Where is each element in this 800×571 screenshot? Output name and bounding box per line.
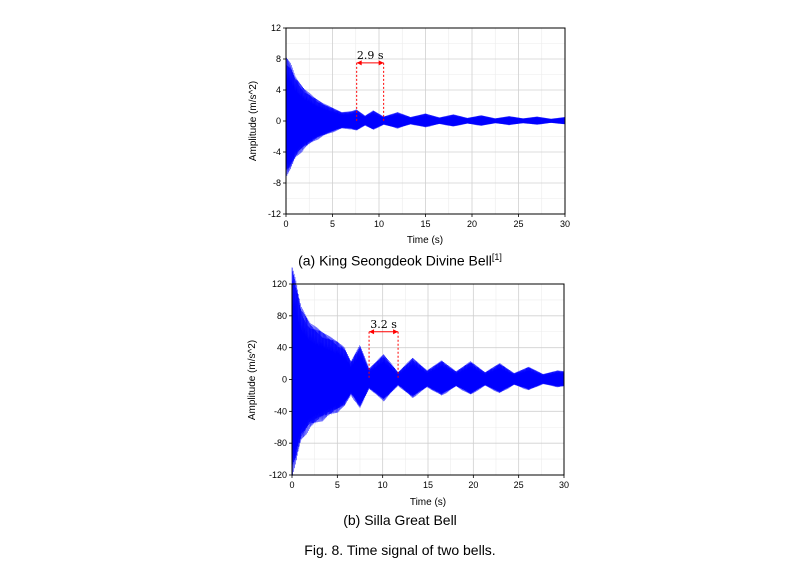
annotation-arrow-left-a [356, 60, 362, 66]
y-tick-label-a: -4 [273, 147, 281, 157]
x-tick-label-b: 30 [559, 480, 569, 490]
x-tick-label-a: 25 [513, 219, 523, 229]
y-tick-label-a: 8 [276, 54, 281, 64]
y-tick-label-b: -40 [274, 406, 287, 416]
y-tick-label-a: 4 [276, 85, 281, 95]
x-tick-label-a: 5 [330, 219, 335, 229]
x-tick-label-a: 15 [420, 219, 430, 229]
x-tick-label-b: 0 [289, 480, 294, 490]
y-axis-label-b: Amplitude (m/s^2) [247, 340, 258, 420]
annotation-arrow-right-a [378, 60, 384, 66]
chart-a: 12 8 4 0 -4 -8 -12 0 5 10 15 20 25 30 Time (s) Ampli… [248, 23, 570, 246]
subcaption-a: (a) King Seongdeok Divine Bell[1] [0, 252, 800, 269]
x-tick-label-a: 30 [560, 219, 570, 229]
plot-frame-a [285, 27, 566, 215]
plot-frame-b [291, 283, 565, 476]
annotation-arrow-left-b [369, 329, 375, 335]
x-tick-label-b: 20 [468, 480, 478, 490]
y-ticks-b: 120 80 40 0 -40 -80 -120 [269, 279, 292, 480]
y-tick-label-b: 0 [282, 375, 287, 385]
period-annotation-b: 3.2 s [368, 318, 399, 380]
x-tick-label-b: 5 [335, 480, 340, 490]
subcaption-a-text: (a) King Seongdeok Divine Bell [298, 252, 492, 269]
figure-caption: Fig. 8. Time signal of two bells. [304, 542, 496, 558]
y-tick-label-a: -12 [268, 209, 281, 219]
y-tick-label-a: -8 [273, 178, 281, 188]
period-annotation-a: 2.9 s [356, 49, 385, 121]
x-axis-label-b: Time (s) [410, 497, 446, 508]
y-tick-label-b: 80 [277, 311, 287, 321]
subcaption-a-ref: [1] [491, 252, 502, 262]
x-axis-label-a: Time (s) [407, 235, 443, 246]
x-tick-label-b: 10 [378, 480, 388, 490]
x-tick-label-a: 0 [283, 219, 288, 229]
annotation-label-b: 3.2 s [370, 318, 397, 331]
y-tick-label-a: 0 [276, 116, 281, 126]
x-tick-label-a: 10 [374, 219, 384, 229]
x-tick-label-b: 25 [514, 480, 524, 490]
y-tick-label-b: -80 [274, 438, 287, 448]
annotation-arrow-right-b [393, 329, 399, 335]
y-tick-label-b: 40 [277, 343, 287, 353]
y-tick-label-b: 120 [272, 279, 287, 289]
annotation-label-a: 2.9 s [357, 49, 384, 62]
x-ticks-b: 0 5 10 15 20 25 30 [289, 475, 569, 490]
y-tick-label-a: 12 [271, 23, 281, 33]
chart-b: 120 80 40 0 -40 -80 -120 0 5 10 15 20 25 30 Time (s)… [247, 267, 569, 508]
x-tick-label-b: 15 [423, 480, 433, 490]
x-tick-label-a: 20 [467, 219, 477, 229]
y-ticks-a: 12 8 4 0 -4 -8 -12 [268, 23, 286, 219]
y-axis-label-a: Amplitude (m/s^2) [248, 81, 259, 161]
x-ticks-a: 0 5 10 15 20 25 30 [283, 214, 570, 229]
subcaption-b: (b) Silla Great Bell [343, 512, 457, 528]
y-tick-label-b: -120 [269, 470, 287, 480]
